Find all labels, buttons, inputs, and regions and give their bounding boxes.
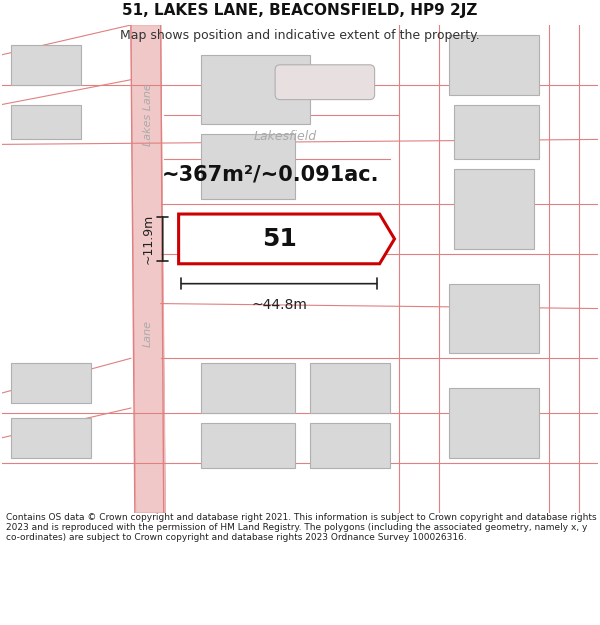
Bar	[449, 284, 539, 353]
Bar	[200, 423, 295, 468]
Bar	[310, 423, 389, 468]
Text: ~11.9m: ~11.9m	[142, 214, 155, 264]
Polygon shape	[131, 25, 166, 512]
Text: 51: 51	[262, 227, 296, 251]
Bar	[200, 134, 295, 199]
FancyBboxPatch shape	[275, 65, 374, 99]
Text: 51, LAKES LANE, BEACONSFIELD, HP9 2JZ: 51, LAKES LANE, BEACONSFIELD, HP9 2JZ	[122, 3, 478, 18]
Text: Lane: Lane	[143, 320, 153, 347]
Bar	[310, 363, 389, 413]
Bar	[454, 104, 539, 159]
Polygon shape	[11, 363, 91, 403]
Polygon shape	[179, 214, 395, 264]
Text: Lakesfield: Lakesfield	[254, 130, 317, 143]
Text: Contains OS data © Crown copyright and database right 2021. This information is : Contains OS data © Crown copyright and d…	[6, 512, 596, 542]
Bar	[454, 169, 534, 249]
Bar	[449, 35, 539, 94]
Bar	[200, 55, 310, 124]
Bar	[200, 363, 295, 413]
Text: Map shows position and indicative extent of the property.: Map shows position and indicative extent…	[120, 29, 480, 41]
Polygon shape	[11, 104, 81, 139]
Text: ~44.8m: ~44.8m	[251, 298, 307, 312]
Polygon shape	[11, 418, 91, 457]
Polygon shape	[11, 45, 81, 85]
Text: ~367m²/~0.091ac.: ~367m²/~0.091ac.	[161, 164, 379, 184]
Text: Lakes Lane: Lakes Lane	[143, 83, 153, 146]
Bar	[449, 388, 539, 458]
